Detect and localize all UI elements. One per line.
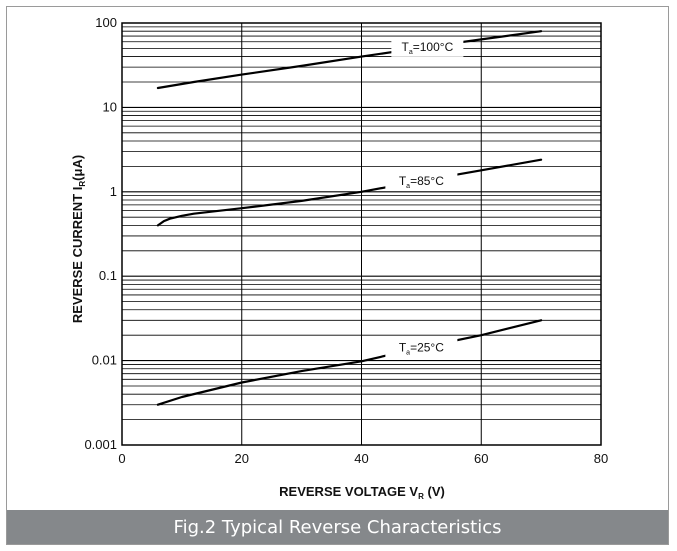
x-tick-label: 60 [474, 451, 488, 466]
series-labels: Ta=100°C Ta=85°C Ta=25°C [385, 36, 464, 358]
series-label-1: Ta=100°C [391, 36, 464, 57]
series-label-text: Ta=100°C [401, 40, 453, 56]
y-axis-label: REVERSE CURRENT IR(μA) [70, 155, 87, 323]
grid [121, 23, 602, 446]
figure-frame [6, 6, 669, 545]
plot-border [121, 22, 602, 446]
y-tick-label: 0.1 [99, 268, 117, 283]
x-tick-label: 20 [235, 451, 249, 466]
figure-caption: Fig.2 Typical Reverse Characteristics [7, 510, 668, 544]
series-label-3: Ta=25°C [385, 337, 458, 358]
x-tick-label: 80 [594, 451, 608, 466]
x-tick-label: 0 [118, 451, 125, 466]
series-line-3 [156, 319, 543, 406]
x-tick-label: 40 [354, 451, 368, 466]
y-tick-label: 0.01 [92, 353, 117, 368]
series-label-bg [385, 170, 458, 191]
tick-labels: 0 20 40 60 80 0.001 0.01 0.1 1 10 100 [84, 15, 608, 466]
y-tick-label: 1 [110, 184, 117, 199]
series-label-bg [391, 36, 464, 57]
series-lines [156, 30, 543, 406]
series-line-2 [156, 158, 543, 227]
series-label-text: Ta=25°C [399, 340, 444, 356]
series-label-bg [385, 337, 458, 358]
y-tick-label: 10 [103, 99, 117, 114]
series-label-2: Ta=85°C [385, 170, 458, 191]
series-line-1 [156, 30, 543, 90]
y-tick-label: 100 [95, 15, 117, 30]
y-tick-label: 0.001 [84, 437, 117, 452]
series-label-text: Ta=85°C [399, 174, 444, 190]
x-axis-label: REVERSE VOLTAGE VR (V) [279, 484, 445, 501]
